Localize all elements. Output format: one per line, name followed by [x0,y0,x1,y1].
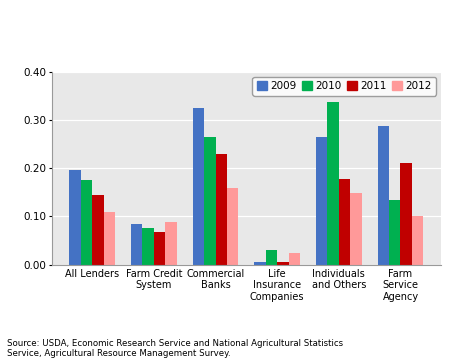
Bar [69,170,81,265]
Bar [154,232,165,265]
Bar [378,126,389,265]
Bar [143,229,154,265]
Bar [277,262,288,265]
Bar [288,253,300,265]
Bar [316,137,328,265]
Bar [328,102,339,265]
Bar [216,154,227,265]
Bar [81,180,92,265]
Bar [412,216,423,265]
Bar [389,199,400,265]
Bar [400,163,412,265]
Bar [104,212,115,265]
Text: ARMS ratio of household debt to total farm debt by lender type,: ARMS ratio of household debt to total fa… [7,11,409,21]
Bar [266,250,277,265]
Bar [92,195,104,265]
Bar [165,222,177,265]
Bar [254,262,266,265]
Legend: 2009, 2010, 2011, 2012: 2009, 2010, 2011, 2012 [252,77,436,95]
Text: 2009-2012: 2009-2012 [7,35,73,45]
Text: Source: USDA, Economic Research Service and National Agricultural Statistics
Ser: Source: USDA, Economic Research Service … [7,339,343,358]
Bar [350,193,362,265]
Bar [131,224,143,265]
Bar [193,108,204,265]
Bar [204,137,216,265]
Bar [227,188,239,265]
Bar [339,179,350,265]
